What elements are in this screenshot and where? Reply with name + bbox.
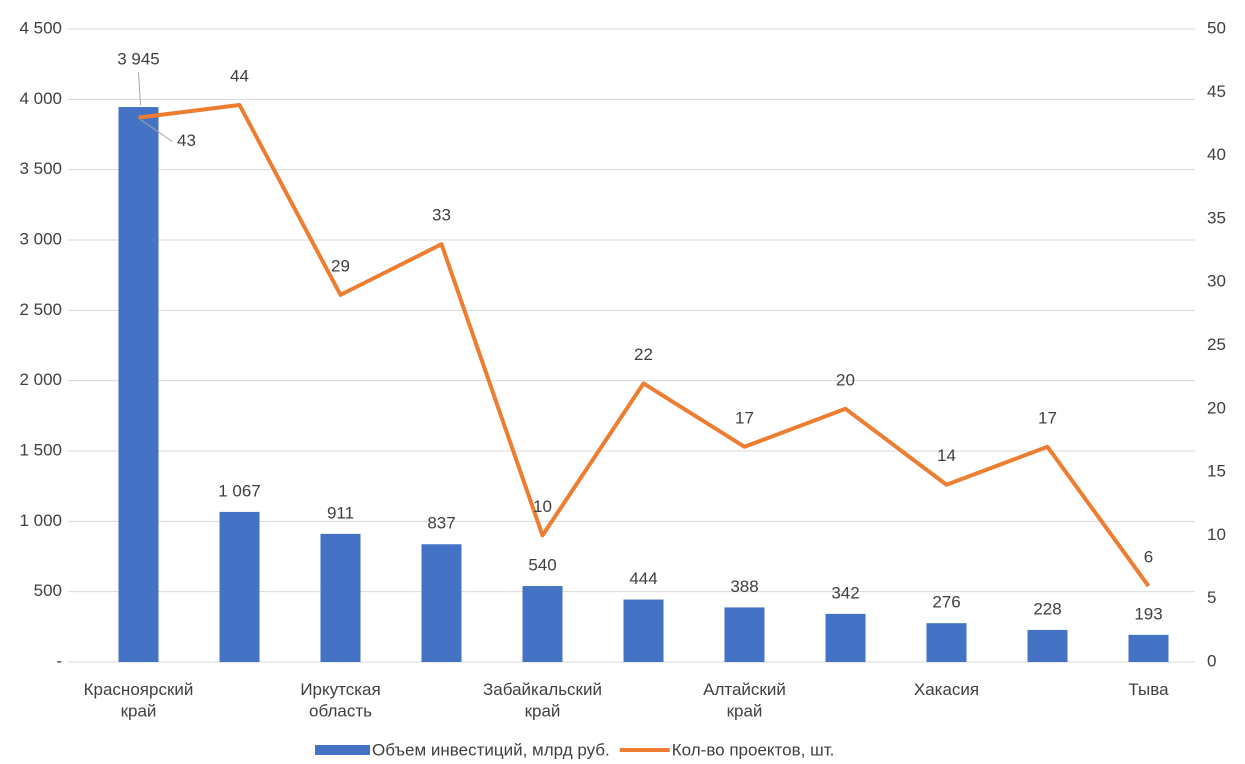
bar (320, 533, 361, 662)
legend-swatch (315, 745, 370, 755)
line-series (138, 102, 1151, 588)
y-tick-label: 4 000 (19, 89, 62, 108)
bar (825, 613, 866, 662)
bar-value-label: 540 (528, 556, 556, 575)
y2-tick-label: 25 (1207, 335, 1226, 354)
bar-value-label: 1 067 (218, 481, 261, 500)
x-tick-label: Тыва (1128, 680, 1169, 699)
y2-tick-label: 10 (1207, 525, 1226, 544)
y2-tick-label: 30 (1207, 272, 1226, 291)
line-value-label: 33 (432, 206, 451, 225)
y-tick-label: 500 (34, 581, 62, 600)
bar (118, 107, 159, 662)
bar-value-label: 276 (932, 593, 960, 612)
x-tick-label: Красноярский край (84, 680, 194, 720)
bar-value-label: 444 (629, 569, 657, 588)
y-tick-label: 4 500 (19, 18, 62, 37)
bar (421, 544, 462, 662)
y2-tick-label: 5 (1207, 588, 1216, 607)
line-value-label: 14 (937, 446, 956, 465)
line-value-label: 29 (331, 256, 350, 275)
y2-tick-label: 15 (1207, 462, 1226, 481)
leader-line (138, 71, 141, 106)
bar-value-label: 342 (831, 583, 859, 602)
y-tick-label: 1 000 (19, 511, 62, 530)
y-tick-label: 3 500 (19, 159, 62, 178)
y-tick-label: 1 500 (19, 440, 62, 459)
bar (522, 586, 563, 662)
y2-tick-label: 35 (1207, 208, 1226, 227)
x-tick-label: Иркутская область (300, 680, 380, 720)
line-value-label: 43 (177, 131, 196, 150)
line-value-label: 17 (735, 408, 754, 427)
y2-tick-label: 20 (1207, 398, 1226, 417)
y-tick-label: 3 000 (19, 229, 62, 248)
line-value-label: 44 (230, 66, 249, 85)
bar (724, 607, 765, 662)
legend-label: Кол-во проектов, шт. (672, 740, 835, 759)
y-tick-label: - (56, 651, 62, 670)
y2-tick-label: 0 (1207, 651, 1216, 670)
x-tick-label: Хакасия (914, 680, 979, 699)
bar-value-label: 911 (327, 503, 354, 522)
y2-tick-label: 40 (1207, 145, 1226, 164)
x-tick-label: Забайкальский край (483, 680, 602, 720)
y-tick-label: 2 000 (19, 370, 62, 389)
bar-value-label: 388 (730, 577, 758, 596)
bar-value-label: 193 (1134, 604, 1162, 623)
y2-tick-label: 50 (1207, 18, 1226, 37)
line-value-label: 22 (634, 345, 653, 364)
line-value-label: 6 (1144, 548, 1153, 567)
line-value-label: 10 (533, 497, 552, 516)
bar (623, 599, 664, 662)
line-value-label: 20 (836, 370, 855, 389)
x-tick-label: Алтайский край (703, 680, 786, 720)
leader-line (140, 119, 173, 143)
line-value-label: 17 (1038, 408, 1057, 427)
legend-label: Объем инвестиций, млрд руб. (372, 740, 610, 759)
bar (1128, 634, 1169, 662)
bar-value-label: 3 945 (117, 49, 160, 68)
y2-tick-label: 45 (1207, 82, 1226, 101)
bar (219, 511, 260, 662)
bar (926, 623, 967, 662)
bar (1027, 629, 1068, 662)
y-tick-label: 2 500 (19, 300, 62, 319)
bar-value-label: 837 (427, 514, 455, 533)
bar-value-label: 228 (1033, 599, 1061, 618)
